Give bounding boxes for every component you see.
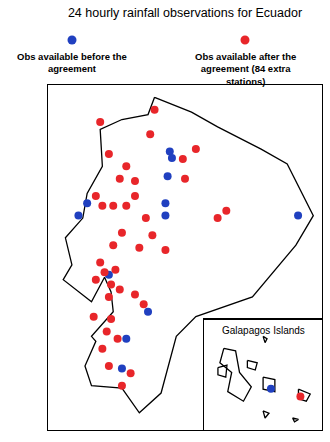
svg-text:24 hourly rainfall observation: 24 hourly rainfall observations for Ecua…: [68, 6, 302, 20]
svg-text:Obs available before theagreem: Obs available before theagreement: [17, 51, 127, 74]
svg-text:Galapagos Islands: Galapagos Islands: [222, 325, 305, 336]
svg-text:Obs available after theagreeme: Obs available after theagreement (84 ext…: [195, 51, 296, 87]
